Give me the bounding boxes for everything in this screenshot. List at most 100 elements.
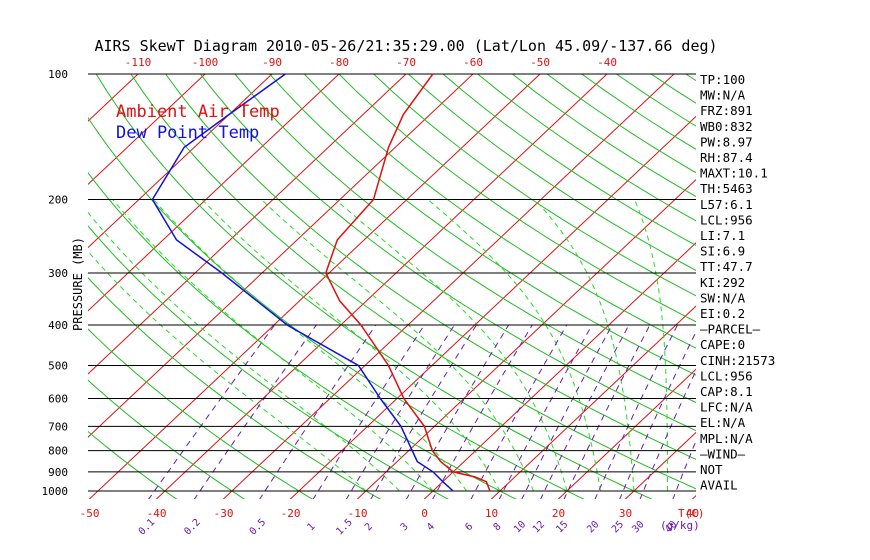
stat-line: —PARCEL— bbox=[700, 322, 761, 337]
mixing-ratio-line bbox=[345, 324, 455, 499]
stat-line: —WIND— bbox=[700, 446, 746, 461]
mixing-ratio-label: 12 bbox=[531, 519, 547, 535]
dry-adiabat-line bbox=[88, 430, 178, 499]
bottom-temp-tick-label: -10 bbox=[348, 507, 368, 520]
moist-adiabat-line bbox=[261, 199, 534, 492]
stat-line: EL:N/A bbox=[700, 415, 746, 430]
stat-line: CAPE:0 bbox=[700, 337, 745, 352]
isotherm-line bbox=[0, 74, 71, 500]
dry-adiabat-line bbox=[234, 74, 696, 404]
stat-line: MW:N/A bbox=[700, 88, 746, 103]
mixing-ratio-label: 3 bbox=[399, 521, 411, 533]
stat-line: CAP:8.1 bbox=[700, 384, 753, 399]
bottom-temp-tick-label: 40 bbox=[686, 507, 699, 520]
bottom-temp-tick-label: 10 bbox=[485, 507, 498, 520]
dry-adiabat-line bbox=[442, 74, 696, 246]
isobar-lines bbox=[88, 73, 696, 492]
isotherm-line bbox=[490, 305, 696, 499]
stat-line: MAXT:10.1 bbox=[700, 166, 768, 181]
stat-line: TT:47.7 bbox=[700, 259, 753, 274]
dry-adiabat-line bbox=[650, 74, 696, 104]
top-temp-tick-label: -70 bbox=[396, 56, 416, 69]
dry-adiabat-line bbox=[88, 379, 246, 499]
dry-adiabat-line bbox=[373, 74, 696, 297]
top-temp-tick-label: -50 bbox=[530, 56, 550, 69]
bottom-temp-tick-label: -50 bbox=[80, 507, 100, 520]
isotherm-line bbox=[759, 74, 870, 500]
mixing-ratio-label: 0.2 bbox=[182, 517, 203, 538]
mixing-ratio-line bbox=[193, 324, 317, 499]
dry-adiabat-line bbox=[130, 74, 696, 490]
stat-line: KI:292 bbox=[700, 275, 745, 290]
stat-line: TH:5463 bbox=[700, 181, 753, 196]
dry-adiabat-line bbox=[88, 172, 517, 499]
mixing-ratio-label: 4 bbox=[425, 521, 437, 533]
isotherm-line bbox=[557, 368, 696, 499]
dry-adiabat-line bbox=[88, 328, 314, 499]
mixing-ratio-line bbox=[619, 330, 696, 499]
stat-line: NOT bbox=[700, 462, 723, 477]
isotherm-line bbox=[88, 74, 474, 438]
mixing-ratio-unit-label: (g/kg) bbox=[660, 519, 700, 532]
dry-adiabat-line bbox=[165, 74, 696, 460]
dry-adiabat-line bbox=[512, 74, 696, 198]
bottom-temp-tick-label: 0 bbox=[421, 507, 428, 520]
top-temp-tick-label: -90 bbox=[262, 56, 282, 69]
dry-adiabat-line bbox=[199, 74, 696, 432]
mixing-ratio-line bbox=[312, 324, 425, 499]
moist-adiabat-line bbox=[112, 199, 434, 492]
mixing-ratio-line bbox=[432, 324, 533, 499]
mixing-ratio-label: 0.1 bbox=[137, 517, 158, 538]
legend-ambient: Ambient Air Temp bbox=[116, 102, 280, 122]
top-temp-tick-label: -110 bbox=[125, 56, 152, 69]
y-axis-label: PRESSURE (MB) bbox=[71, 237, 85, 331]
stat-line: FRZ:891 bbox=[700, 103, 753, 118]
mixing-ratio-label: 10 bbox=[512, 519, 528, 535]
mixing-ratio-label: 15 bbox=[554, 519, 570, 535]
mixing-ratio-label: 1 bbox=[306, 521, 318, 533]
stat-line: SI:6.9 bbox=[700, 244, 745, 259]
isotherm-line bbox=[88, 74, 407, 375]
stat-line: LI:7.1 bbox=[700, 228, 745, 243]
stat-line: PW:8.97 bbox=[700, 134, 753, 149]
profile-curves bbox=[151, 74, 491, 492]
moist-adiabat-line bbox=[88, 211, 400, 492]
stat-line: TP:100 bbox=[700, 72, 745, 87]
top-temp-tick-label: -80 bbox=[329, 56, 349, 69]
moist-adiabat-line bbox=[427, 199, 601, 492]
mixing-ratio-label: 1.5 bbox=[334, 517, 355, 538]
isotherm-line bbox=[88, 74, 206, 186]
pressure-tick-label: 300 bbox=[48, 267, 68, 280]
isotherm-line bbox=[0, 74, 4, 500]
moist-adiabat-line bbox=[201, 199, 501, 492]
series-line bbox=[151, 74, 454, 492]
bottom-temp-tick-label: -30 bbox=[214, 507, 234, 520]
mixing-ratio-label: 0.5 bbox=[248, 517, 269, 538]
bottom-temp-tick-label: -40 bbox=[147, 507, 167, 520]
pressure-tick-label: 800 bbox=[48, 445, 68, 458]
bottom-temp-tick-label: 20 bbox=[552, 507, 565, 520]
stat-line: EI:0.2 bbox=[700, 306, 745, 321]
dry-adiabat-line bbox=[338, 74, 696, 323]
stat-line: WB0:832 bbox=[700, 119, 753, 134]
chart-title: AIRS SkewT Diagram 2010-05-26/21:35:29.0… bbox=[94, 37, 717, 55]
isotherm-line bbox=[155, 74, 608, 499]
pressure-tick-label: 400 bbox=[48, 319, 68, 332]
bottom-unit-label: T(C) bbox=[678, 507, 705, 520]
dry-adiabat-line bbox=[303, 74, 696, 349]
dry-adiabat-line bbox=[88, 116, 585, 499]
pressure-tick-label: 600 bbox=[48, 392, 68, 405]
bottom-temp-tick-label: -20 bbox=[281, 507, 301, 520]
pressure-tick-label: 200 bbox=[48, 194, 68, 207]
mixing-ratio-line bbox=[498, 324, 593, 499]
stat-line: LCL:956 bbox=[700, 368, 753, 383]
mixing-ratio-line bbox=[405, 324, 510, 499]
mixing-ratio-label: 30 bbox=[630, 519, 646, 535]
mixing-ratio-line bbox=[148, 324, 275, 499]
mixing-ratio-label: 20 bbox=[585, 519, 601, 535]
mixing-ratio-line bbox=[259, 324, 377, 499]
isotherm-line bbox=[826, 74, 870, 500]
dry-adiabat-line bbox=[95, 74, 653, 499]
pressure-tick-label: 500 bbox=[48, 359, 68, 372]
